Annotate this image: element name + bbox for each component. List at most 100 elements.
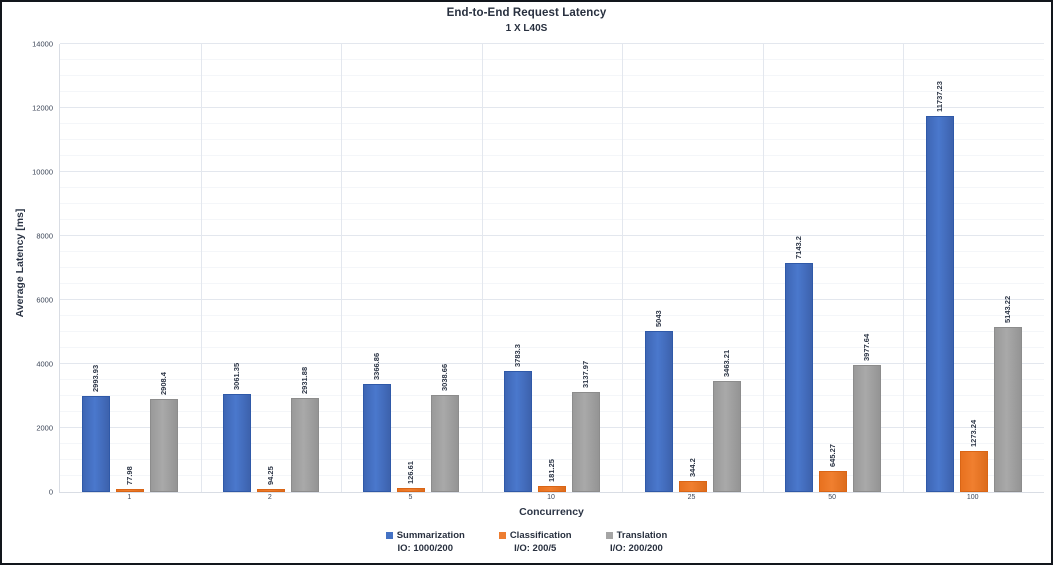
bar-classification-10	[538, 486, 566, 492]
chart-subtitle: 1 X L40S	[505, 23, 548, 34]
legend-item-translation[interactable]: Translation I/O: 200/200	[605, 530, 668, 555]
legend-item-classification[interactable]: Classification I/O: 200/5	[498, 530, 572, 555]
group-separator	[762, 44, 764, 492]
bar-value-label: 181.25	[547, 459, 556, 483]
bar-value-label: 3038.66	[440, 363, 450, 391]
legend-sublabel: IO: 1000/200	[397, 542, 453, 554]
plot-area: 2993.93 77.98 2908.4 3061.35 94.25 2931.88 336…	[59, 43, 1044, 493]
bar-value-label: 2931.88	[299, 367, 309, 395]
bar-value-label: 3137.97	[581, 360, 590, 388]
bar-summarization-2	[222, 394, 251, 492]
bar-value-label: 2993.93	[91, 365, 101, 393]
x-axis-tick-label: 1	[127, 494, 132, 501]
bar-classification-50	[819, 471, 848, 492]
y-axis-tick-label: 6000	[36, 295, 53, 305]
gridline-major	[60, 43, 1044, 44]
bar-value-label: 5143.22	[1002, 296, 1012, 324]
gridline-minor	[60, 395, 1044, 396]
bar-value-label: 77.98	[125, 466, 135, 485]
y-axis-tick-label: 10000	[32, 167, 53, 177]
chart-title: End-to-End Request Latency	[446, 7, 607, 19]
bar-summarization-5	[363, 384, 392, 492]
gridline-major	[60, 107, 1044, 108]
group-separator	[903, 44, 905, 492]
gridline-minor	[60, 475, 1044, 476]
bar-translation-100	[993, 327, 1022, 492]
gridline-minor	[60, 411, 1044, 412]
gridline-minor	[60, 315, 1044, 316]
gridline-minor	[60, 75, 1044, 76]
bar-translation-25	[712, 381, 741, 492]
bar-summarization-100	[925, 116, 954, 492]
gridline-minor	[60, 443, 1044, 444]
y-axis-tick-label: 4000	[36, 359, 53, 369]
x-axis-tick-label: 25	[687, 494, 696, 501]
bar-translation-10	[572, 391, 600, 492]
gridline-major	[60, 235, 1044, 236]
legend-label: Summarization	[396, 530, 465, 541]
bar-translation-2	[290, 398, 319, 492]
bar-summarization-25	[644, 330, 673, 492]
gridline-major	[60, 363, 1044, 364]
y-axis-tick-label: 14000	[32, 39, 53, 49]
gridline-minor	[60, 251, 1044, 252]
x-axis-tick-labels: 1 2 5 10 25 50 100	[59, 494, 1044, 506]
x-axis-tick-label: 5	[408, 494, 413, 501]
bar-value-label: 11737.23	[934, 81, 944, 113]
gridline-minor	[60, 379, 1044, 380]
bar-value-label: 3977.64	[862, 333, 872, 361]
x-axis-title: Concurrency	[519, 506, 584, 518]
gridline-minor	[60, 219, 1044, 220]
gridline-minor	[60, 59, 1044, 60]
y-axis-tick-label: 8000	[36, 231, 53, 241]
gridline-minor	[60, 267, 1044, 268]
bar-value-label: 3463.21	[721, 350, 731, 378]
legend-sublabel: I/O: 200/200	[610, 542, 663, 554]
legend-swatch-icon	[385, 532, 393, 540]
bar-summarization-1	[82, 396, 111, 492]
legend-swatch-icon	[605, 532, 613, 540]
gridline-minor	[60, 155, 1044, 156]
x-axis-tick-label: 50	[828, 494, 837, 501]
gridline-major	[60, 427, 1044, 428]
bar-value-label: 5043	[653, 309, 663, 327]
bar-value-label: 94.25	[265, 466, 275, 485]
bar-classification-5	[397, 487, 426, 492]
gridline-minor	[60, 187, 1044, 188]
legend-sublabel: I/O: 200/5	[514, 542, 557, 554]
legend-label: Classification	[509, 530, 572, 541]
group-separator	[481, 44, 483, 492]
bar-value-label: 645.27	[828, 444, 838, 468]
y-axis-tick-label: 0	[48, 487, 53, 497]
x-axis-tick-label: 2	[267, 494, 272, 501]
gridline-minor	[60, 203, 1044, 204]
gridline-minor	[60, 347, 1044, 348]
legend-label: Translation	[616, 530, 668, 541]
bar-classification-25	[678, 481, 707, 492]
bar-classification-100	[959, 451, 988, 492]
bar-translation-50	[853, 364, 882, 492]
legend-item-summarization[interactable]: Summarization IO: 1000/200	[385, 530, 465, 555]
bar-value-label: 344.2	[687, 458, 697, 477]
bar-value-label: 7143.2	[794, 236, 804, 260]
bar-summarization-10	[504, 370, 532, 492]
y-axis-tick-labels: 0 2000 4000 6000 8000 10000 12000 14000	[2, 40, 59, 497]
x-axis-tick-label: 100	[966, 494, 979, 501]
chart-legend: Summarization IO: 1000/200 Classification I…	[2, 530, 1051, 555]
bar-classification-2	[256, 488, 285, 492]
group-separator	[622, 44, 624, 492]
y-axis-tick-label: 2000	[36, 423, 53, 433]
gridline-minor	[60, 283, 1044, 284]
gridline-major	[60, 171, 1044, 172]
bar-translation-1	[150, 398, 179, 492]
gridline-minor	[60, 123, 1044, 124]
gridline-minor	[60, 459, 1044, 460]
legend-swatch-icon	[498, 532, 506, 540]
y-axis-tick-label: 12000	[32, 103, 53, 113]
gridline-major	[60, 299, 1044, 300]
gridline-minor	[60, 91, 1044, 92]
group-separator	[200, 44, 202, 492]
bar-value-label: 2908.4	[159, 371, 169, 395]
bar-value-label: 126.61	[406, 461, 416, 484]
